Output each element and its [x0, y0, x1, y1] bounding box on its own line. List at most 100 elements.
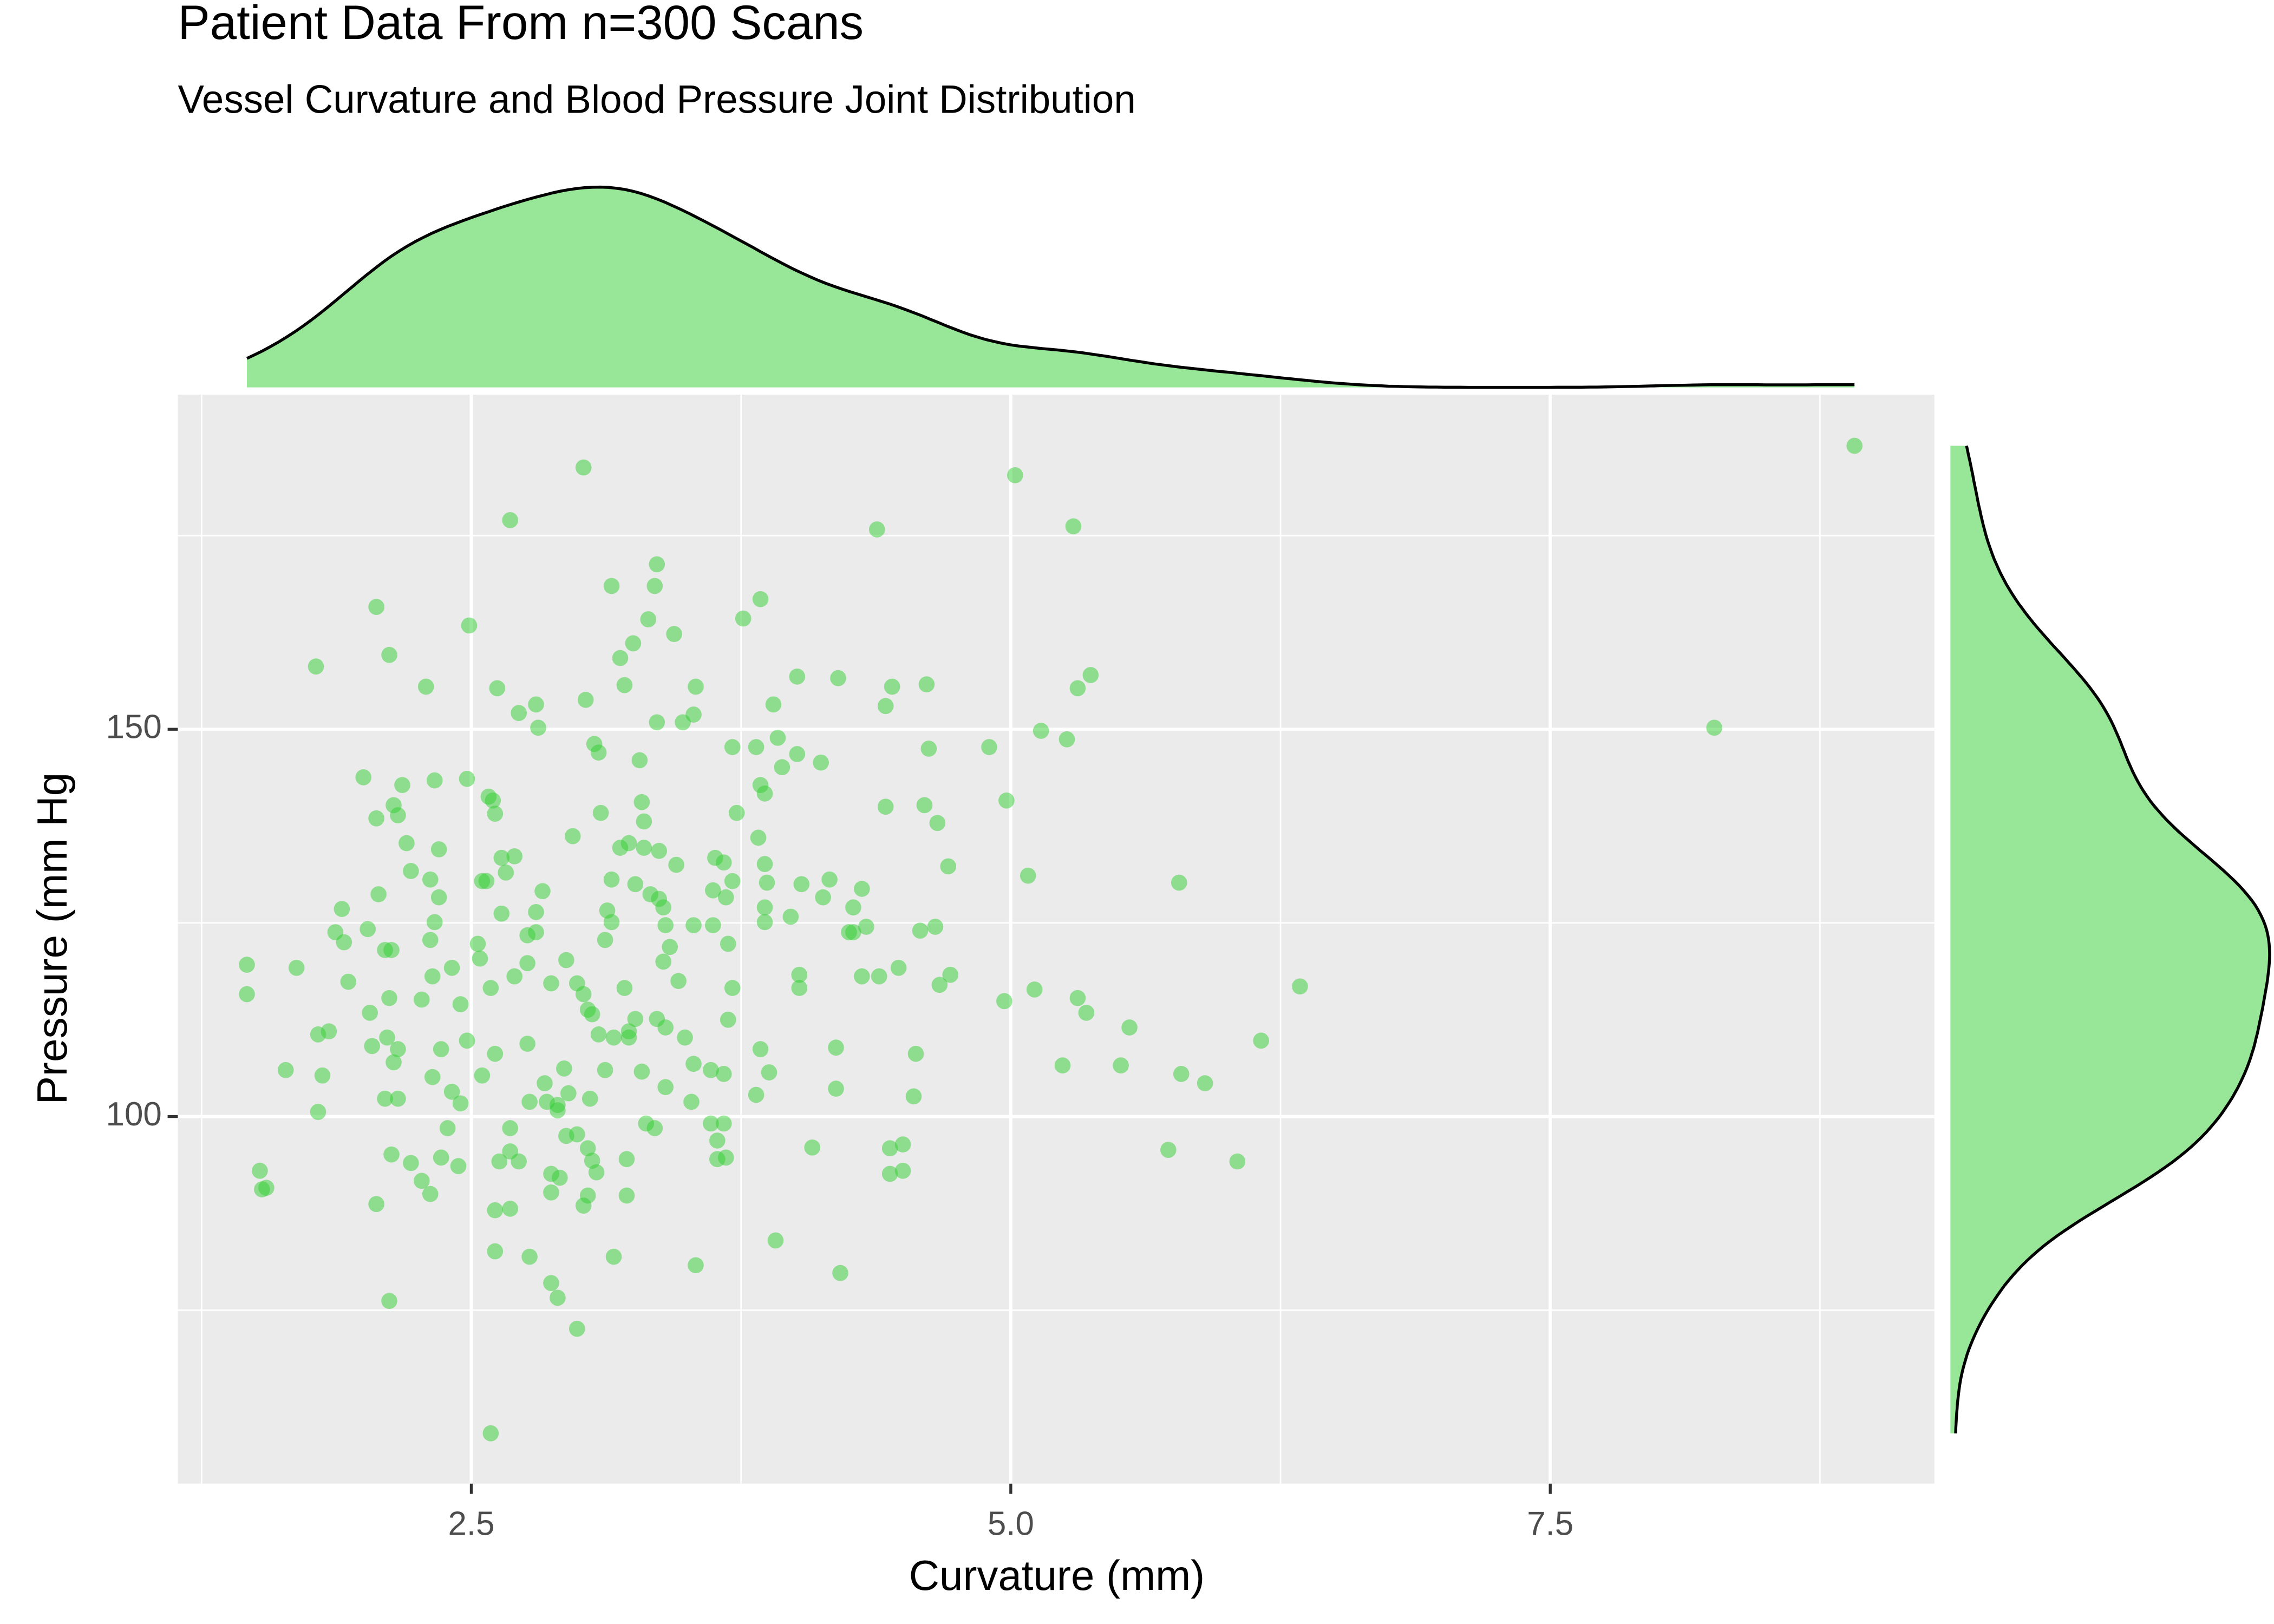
point	[871, 968, 887, 985]
point	[506, 968, 523, 985]
point	[430, 841, 447, 857]
point	[756, 856, 773, 872]
point	[1292, 978, 1308, 995]
point	[709, 1132, 726, 1149]
point	[321, 1023, 337, 1040]
point	[550, 1102, 566, 1118]
point	[491, 1153, 508, 1170]
point	[916, 797, 933, 814]
point	[793, 876, 810, 893]
point	[912, 922, 929, 939]
point	[383, 1146, 400, 1163]
point	[612, 650, 629, 666]
point	[1026, 981, 1043, 998]
point	[521, 1248, 538, 1265]
point	[502, 512, 519, 528]
point	[489, 680, 506, 697]
point	[590, 1026, 607, 1043]
point	[767, 1232, 784, 1249]
point	[627, 1011, 644, 1027]
x-density-outline	[246, 185, 1855, 389]
point	[828, 1081, 844, 1097]
point	[618, 1151, 635, 1168]
point	[759, 874, 775, 891]
point	[597, 1062, 613, 1078]
point	[929, 815, 946, 831]
point	[769, 730, 786, 746]
point	[560, 1085, 577, 1102]
point	[804, 1139, 821, 1156]
point	[498, 865, 514, 881]
point	[881, 1165, 898, 1182]
point	[752, 1041, 769, 1057]
point	[666, 626, 682, 643]
point	[685, 1056, 702, 1072]
point	[433, 1041, 449, 1057]
point	[511, 705, 527, 721]
point	[433, 1149, 449, 1166]
point	[422, 1186, 439, 1202]
point	[581, 1090, 598, 1107]
point	[469, 935, 486, 952]
point	[414, 1173, 430, 1189]
point	[584, 1006, 600, 1023]
y-tick-label: 150	[106, 708, 162, 745]
point	[487, 1045, 504, 1062]
point	[845, 899, 861, 916]
panel	[178, 395, 1935, 1484]
point	[655, 953, 672, 970]
point	[511, 1153, 527, 1170]
point	[314, 1067, 331, 1084]
point	[588, 1164, 605, 1181]
point	[905, 1088, 922, 1105]
point	[633, 1063, 650, 1080]
point	[443, 960, 460, 976]
point	[918, 676, 935, 693]
point	[791, 966, 808, 983]
point	[636, 813, 652, 830]
y-density-outline	[1954, 446, 2271, 1433]
point	[627, 876, 644, 893]
point	[821, 871, 838, 888]
point	[998, 792, 1015, 809]
point	[616, 677, 633, 693]
point	[398, 835, 415, 852]
point	[789, 746, 806, 762]
point	[288, 960, 305, 976]
point	[636, 840, 652, 856]
point	[368, 1196, 384, 1213]
point	[493, 905, 510, 922]
point	[452, 996, 469, 1012]
point	[881, 1140, 898, 1157]
point	[703, 1115, 719, 1132]
point	[443, 1083, 460, 1100]
point	[528, 924, 544, 940]
point	[1078, 1004, 1095, 1021]
point	[715, 854, 732, 871]
point	[1007, 467, 1023, 483]
point	[362, 1004, 378, 1021]
point	[592, 804, 609, 821]
point	[528, 903, 544, 920]
point	[662, 939, 678, 955]
point	[705, 882, 721, 899]
point	[452, 1095, 469, 1112]
point	[996, 993, 1012, 1010]
point	[1065, 518, 1082, 535]
point	[657, 1079, 674, 1096]
point	[854, 968, 870, 985]
point	[252, 1162, 268, 1179]
point	[355, 769, 372, 785]
point	[487, 1202, 504, 1219]
point	[575, 986, 592, 1003]
point	[597, 932, 613, 948]
point	[709, 1151, 726, 1168]
point	[1113, 1057, 1129, 1073]
point	[381, 990, 397, 1006]
point	[858, 919, 874, 935]
point	[334, 901, 350, 917]
point	[605, 1029, 622, 1046]
point	[474, 873, 491, 889]
point	[528, 696, 544, 713]
